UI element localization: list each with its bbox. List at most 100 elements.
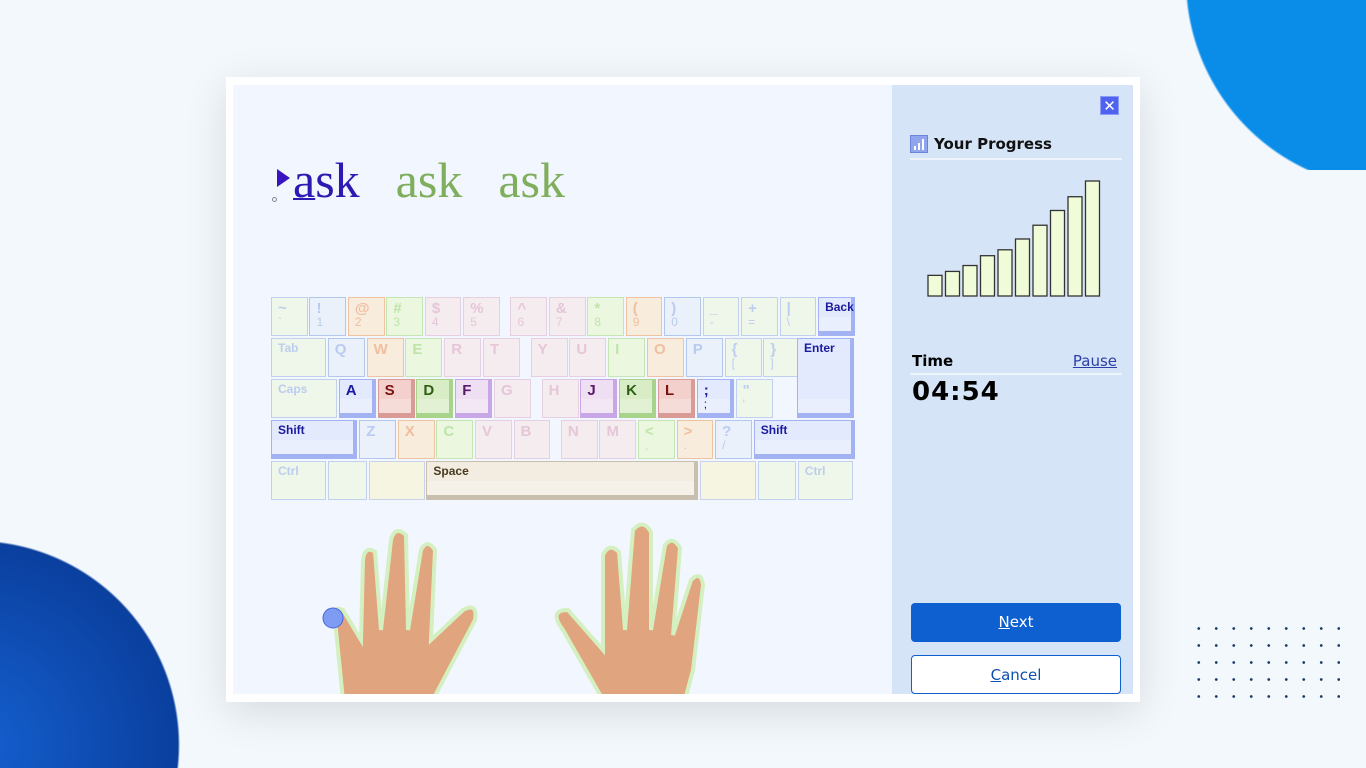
key-label: @ bbox=[354, 300, 370, 317]
key-symbol: ^ 6 bbox=[510, 297, 548, 336]
key-k: K bbox=[619, 379, 657, 418]
key-label: { bbox=[731, 341, 738, 358]
left-hand bbox=[332, 529, 478, 694]
key-blank bbox=[368, 461, 425, 500]
key-label: L bbox=[664, 382, 675, 399]
close-button[interactable]: ✕ bbox=[1100, 96, 1119, 115]
key-label: X bbox=[404, 423, 415, 440]
key-symbol: | \ bbox=[779, 297, 817, 336]
decor-dot-grid bbox=[1190, 620, 1340, 710]
time-value: 04:54 bbox=[912, 377, 1000, 407]
keyboard-row: ~ `! 1 @2 #3 $4% 5 ^ 6 & 7 * 8(9) 0 _ - + = | \ Back bbox=[271, 297, 856, 336]
key-sublabel: [ bbox=[731, 356, 735, 370]
key-label: V bbox=[481, 423, 492, 440]
key-blank bbox=[757, 461, 796, 500]
key-label: Q bbox=[334, 341, 347, 358]
key-label: } bbox=[770, 341, 777, 358]
key-symbol: _ - bbox=[702, 297, 740, 336]
key-label: _ bbox=[709, 300, 719, 317]
lesson-area: ask ask ask ~ `! 1 @2 #3 $4% 5 ^ 6 & 7 * 8(9) 0 _ - + = | \… bbox=[233, 85, 892, 694]
cancel-button[interactable]: Cancel bbox=[911, 655, 1121, 694]
key-label: M bbox=[606, 423, 619, 440]
key-symbol: ! 1 bbox=[309, 297, 347, 336]
key-sublabel: - bbox=[709, 315, 714, 329]
key-s: S bbox=[377, 379, 415, 418]
key-b: B bbox=[513, 420, 551, 459]
key-sublabel: \ bbox=[786, 315, 790, 329]
key-symbol: @2 bbox=[347, 297, 385, 336]
key-label: Z bbox=[366, 423, 376, 440]
current-word-rest: sk bbox=[315, 152, 360, 208]
key-sublabel: 7 bbox=[555, 315, 563, 329]
progress-bar bbox=[1084, 180, 1101, 297]
key-enter: Enter bbox=[797, 338, 854, 418]
key-label: Ctrl bbox=[278, 464, 299, 478]
progress-bar bbox=[1049, 209, 1066, 297]
key-symbol: (9 bbox=[625, 297, 663, 336]
key-label: I bbox=[615, 341, 620, 358]
keyboard: ~ `! 1 @2 #3 $4% 5 ^ 6 & 7 * 8(9) 0 _ - + = | \ Back Tab Q W E R T… bbox=[271, 297, 856, 502]
key-label: G bbox=[500, 382, 513, 399]
next-label: Next bbox=[998, 613, 1034, 631]
key-o: O bbox=[646, 338, 684, 377]
key-j: J bbox=[580, 379, 618, 418]
progress-bar bbox=[962, 264, 978, 297]
key-symbol: ;; bbox=[696, 379, 734, 418]
key-blank bbox=[700, 461, 757, 500]
bar-chart-icon bbox=[910, 135, 928, 153]
key-i: I bbox=[608, 338, 646, 377]
key-sublabel: 0 bbox=[671, 315, 678, 329]
key-label: | bbox=[786, 300, 791, 317]
key-x: X bbox=[397, 420, 435, 459]
keyboard-row: Shift Z X C V B N M <, >.? / Shift bbox=[271, 420, 856, 459]
key-ctrl: Ctrl bbox=[271, 461, 326, 500]
key-label: D bbox=[423, 382, 435, 399]
decor-circle-top-right bbox=[1185, 0, 1366, 170]
key-symbol: $4 bbox=[424, 297, 462, 336]
right-hand bbox=[554, 522, 706, 694]
key-a: A bbox=[338, 379, 376, 418]
key-back: Back bbox=[818, 297, 856, 336]
key-space: Space bbox=[426, 461, 699, 500]
key-label: ~ bbox=[278, 300, 287, 317]
key-tab: Tab bbox=[271, 338, 326, 377]
key-label: H bbox=[548, 382, 560, 399]
key-n: N bbox=[560, 420, 598, 459]
key-q: Q bbox=[327, 338, 365, 377]
current-word: ask bbox=[293, 151, 360, 209]
key-symbol: {[ bbox=[724, 338, 762, 377]
divider bbox=[910, 373, 1122, 375]
key-label: % bbox=[470, 300, 484, 317]
key-symbol: ~ ` bbox=[271, 297, 308, 336]
progress-bar bbox=[997, 249, 1013, 297]
key-label: ) bbox=[671, 300, 677, 317]
key-label: R bbox=[451, 341, 463, 358]
key-symbol: % 5 bbox=[463, 297, 500, 336]
progress-chart bbox=[927, 180, 1101, 297]
pause-link[interactable]: Pause bbox=[1072, 352, 1117, 370]
key-label: $ bbox=[431, 300, 441, 317]
key-label: Ctrl bbox=[804, 464, 826, 478]
key-label: P bbox=[692, 341, 703, 358]
key-m: M bbox=[599, 420, 637, 459]
key-label: " bbox=[742, 382, 750, 399]
key-label: F bbox=[462, 382, 472, 399]
divider bbox=[910, 158, 1122, 160]
cursor-arrow-icon bbox=[277, 169, 290, 187]
key-label: Space bbox=[433, 464, 469, 478]
progress-sidebar: ✕ Your Progress Time Pause 04:54 Next Ca… bbox=[892, 85, 1133, 694]
key-label: A bbox=[345, 382, 357, 399]
current-letter: a bbox=[293, 152, 316, 208]
progress-bar bbox=[927, 274, 943, 297]
key-sublabel: . bbox=[683, 438, 687, 452]
key-label: E bbox=[412, 341, 423, 358]
key-d: D bbox=[416, 379, 454, 418]
next-button[interactable]: Next bbox=[911, 603, 1121, 642]
cancel-label: Cancel bbox=[990, 666, 1042, 684]
progress-title: Your Progress bbox=[934, 135, 1052, 153]
key-c: C bbox=[436, 420, 474, 459]
key-r: R bbox=[444, 338, 482, 377]
key-sublabel: = bbox=[748, 315, 756, 329]
key-symbol: <, bbox=[638, 420, 675, 459]
key-label: Back bbox=[825, 300, 854, 314]
